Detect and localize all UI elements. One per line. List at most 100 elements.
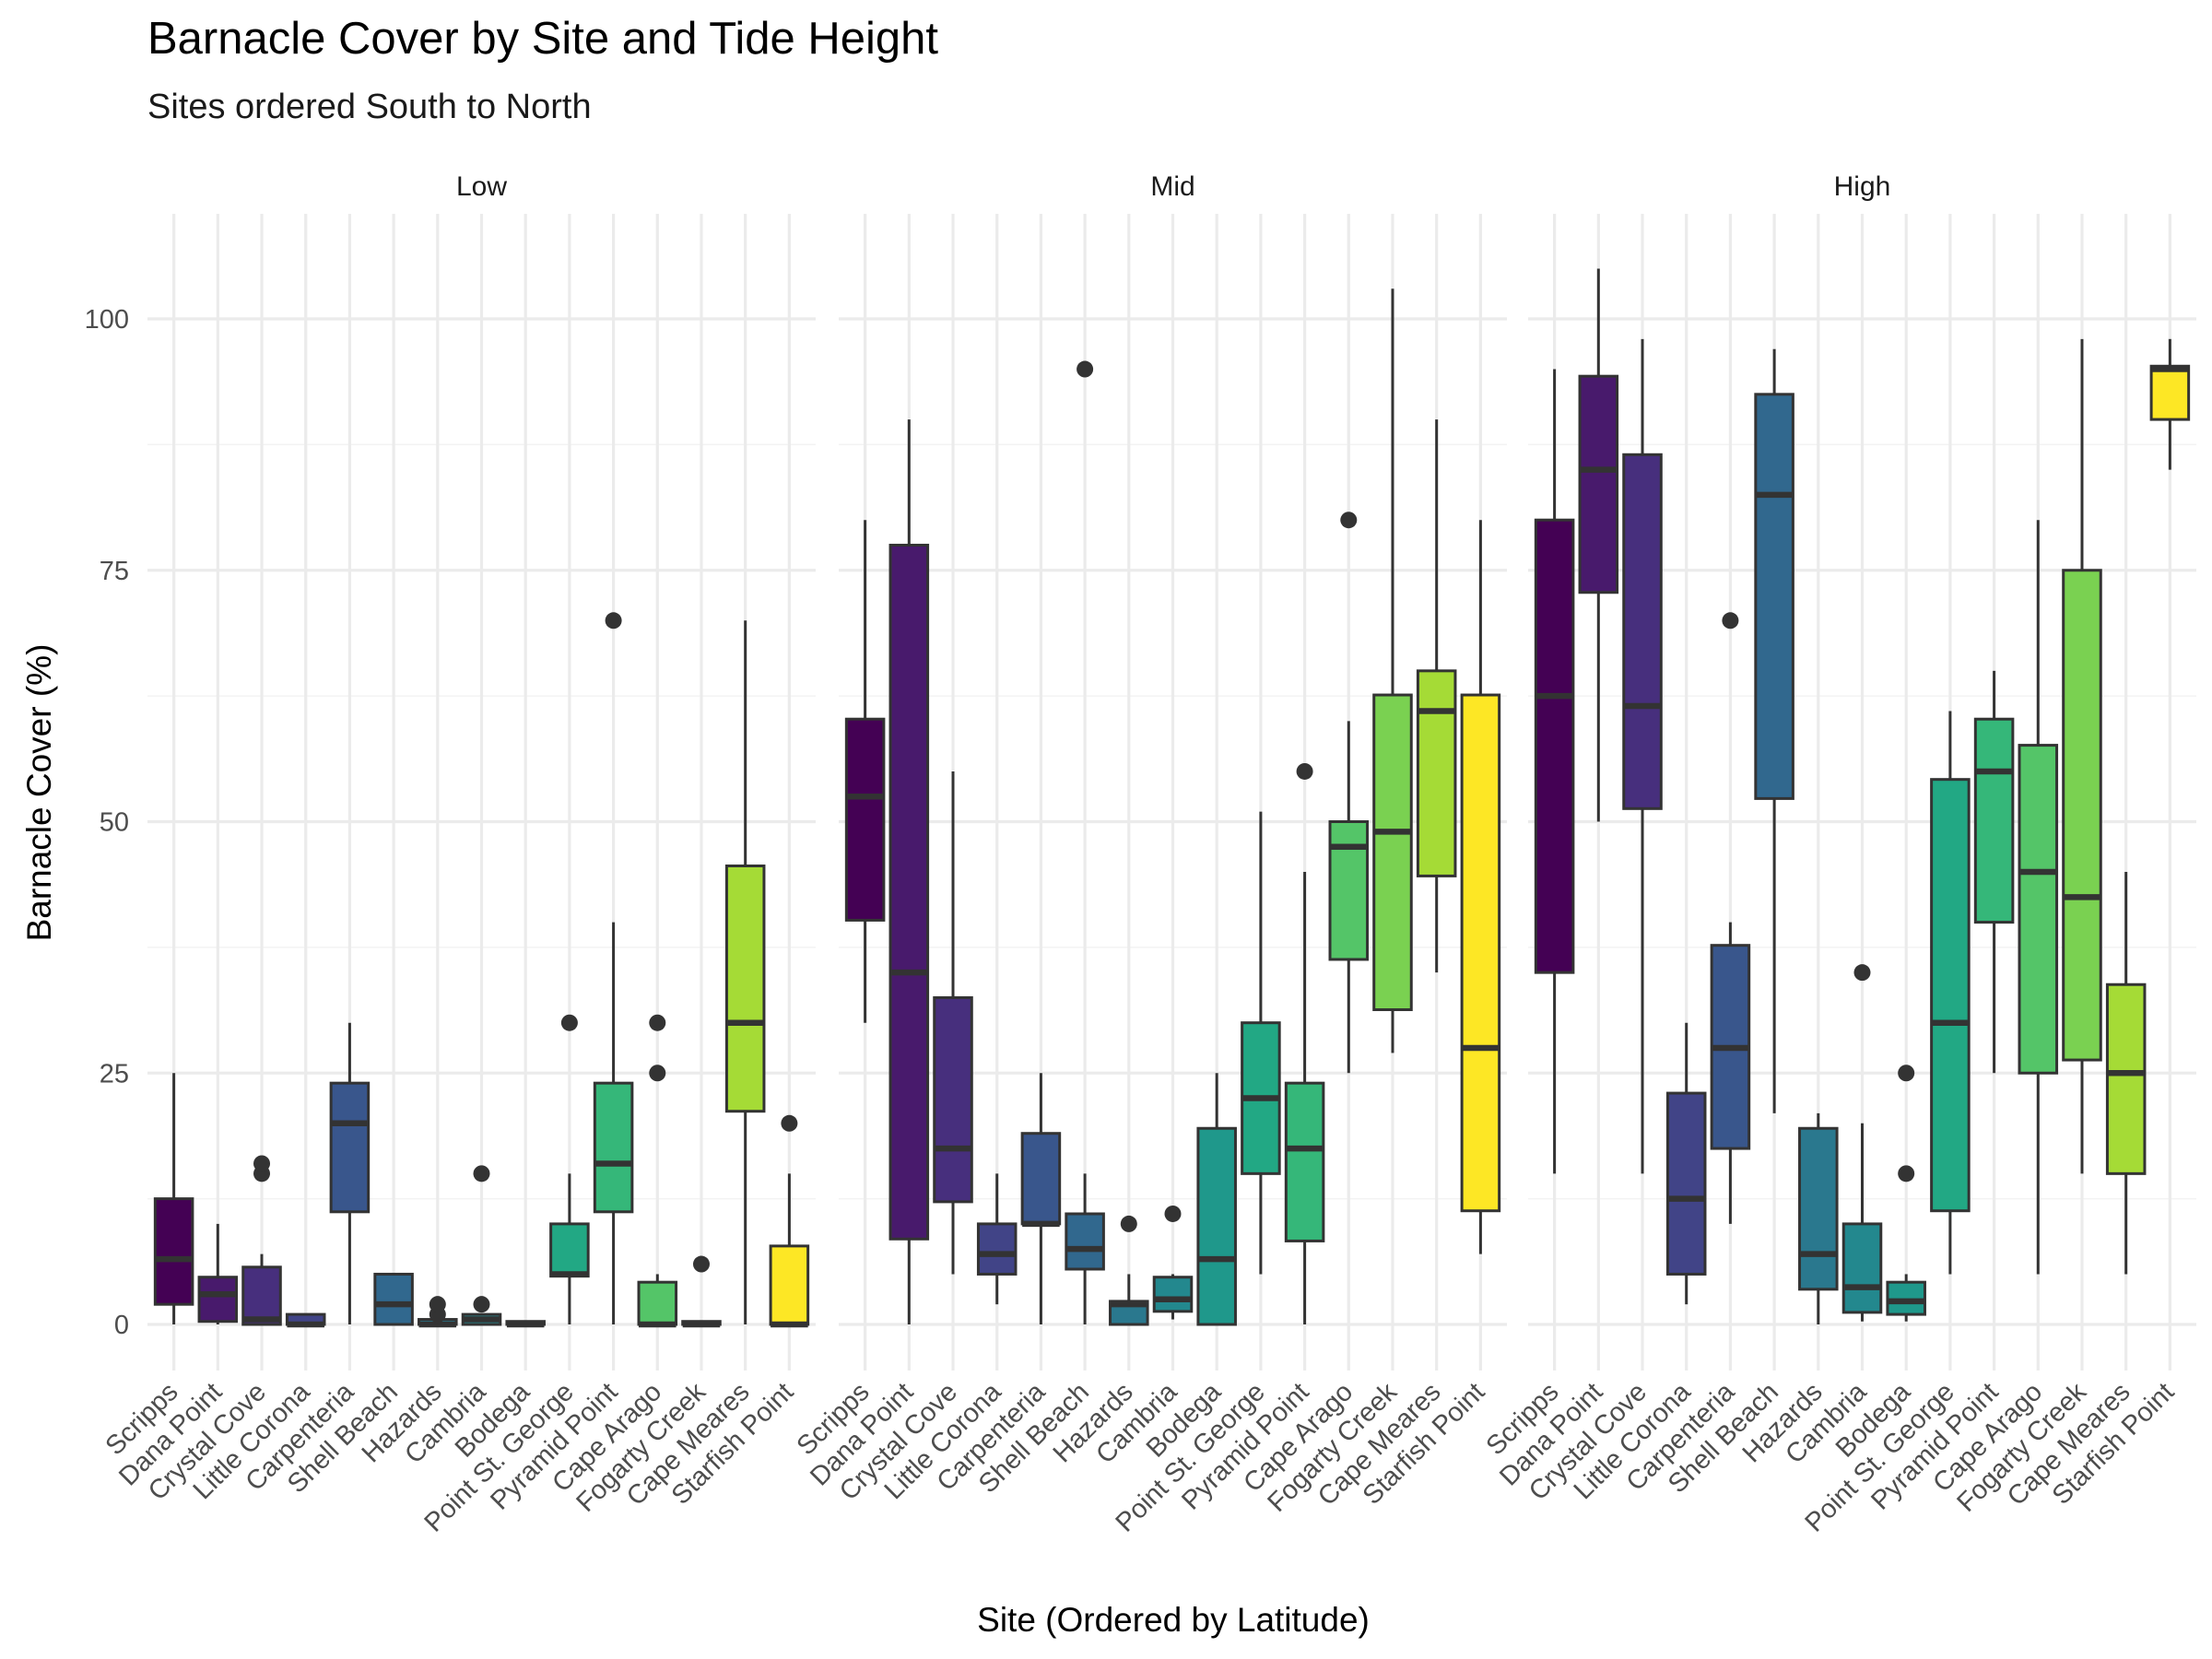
- box-body: [1578, 374, 1619, 594]
- box-body: [2062, 569, 2102, 1062]
- box-point-st-george: [1930, 711, 1971, 1275]
- box-fogarty-creek: [2062, 338, 2102, 1174]
- box-cape-arago: [1328, 512, 1370, 1074]
- chart-title: Barnacle Cover by Site and Tide Height: [147, 14, 938, 64]
- box-cape-meares: [1416, 419, 1457, 973]
- box-body: [1886, 1280, 1926, 1316]
- box-body: [2105, 982, 2147, 1175]
- chart-subtitle: Sites ordered South to North: [147, 88, 592, 126]
- box-dana-point: [888, 419, 930, 1324]
- box-body: [197, 1276, 239, 1324]
- outlier-point: [1898, 1165, 1915, 1182]
- box-body: [1284, 1081, 1325, 1242]
- box-cape-meares: [724, 620, 766, 1324]
- box-little-corona: [976, 1173, 1018, 1305]
- box-pyramid-point: [1284, 762, 1325, 1324]
- outlier-point: [692, 1255, 710, 1273]
- box-body: [2149, 364, 2191, 421]
- box-body: [1020, 1132, 1062, 1226]
- box-bodega: [1196, 1073, 1237, 1326]
- box-body: [1622, 453, 1663, 810]
- box-body: [1328, 820, 1370, 961]
- outlier-point: [1120, 1215, 1137, 1232]
- box-dana-point: [1578, 268, 1619, 822]
- box-body: [329, 1081, 371, 1214]
- box-cape-meares: [2105, 872, 2147, 1275]
- box-shell-beach: [373, 1272, 414, 1326]
- box-body: [769, 1244, 810, 1326]
- box-bodega: [505, 1320, 546, 1328]
- outlier-point: [1722, 612, 1739, 629]
- box-starfish-point: [769, 1114, 810, 1328]
- outlier-point: [473, 1296, 490, 1313]
- box-cambria: [461, 1165, 502, 1326]
- outlier-point: [1340, 512, 1358, 529]
- box-hazards: [1109, 1215, 1149, 1326]
- box-body: [1754, 393, 1794, 800]
- box-body: [1460, 693, 1501, 1213]
- outlier-point: [429, 1296, 446, 1313]
- box-little-corona: [1665, 1022, 1707, 1305]
- outlier-point: [1898, 1065, 1915, 1082]
- box-body: [1798, 1126, 1839, 1291]
- y-tick-label: 0: [114, 1311, 129, 1340]
- box-fogarty-creek: [681, 1255, 722, 1328]
- box-body: [1665, 1091, 1707, 1276]
- box-body: [1973, 717, 2015, 924]
- facet-strip-label: High: [1834, 171, 1891, 202]
- box-body: [724, 865, 766, 1113]
- box-body: [373, 1272, 414, 1326]
- box-scripps: [844, 520, 886, 1023]
- box-body: [1372, 693, 1413, 1012]
- facet-strip-label: Mid: [1150, 171, 1194, 202]
- box-body: [1534, 518, 1575, 974]
- outlier-point: [473, 1165, 490, 1182]
- outlier-point: [781, 1114, 798, 1132]
- box-crystal-cove: [241, 1155, 282, 1326]
- y-tick-label: 25: [100, 1059, 129, 1088]
- box-body: [888, 543, 930, 1241]
- box-fogarty-creek: [1372, 288, 1413, 1053]
- outlier-point: [1164, 1205, 1182, 1222]
- outlier-point: [560, 1014, 578, 1031]
- y-tick-label: 100: [85, 305, 129, 335]
- box-body: [1152, 1276, 1194, 1313]
- box-pyramid-point: [593, 612, 634, 1324]
- y-axis-title: Barnacle Cover (%): [20, 644, 58, 942]
- outlier-point: [253, 1155, 271, 1172]
- box-crystal-cove: [1622, 338, 1663, 1174]
- box-pyramid-point: [1973, 670, 2015, 1074]
- box-body: [2018, 744, 2059, 1075]
- box-body: [1930, 778, 1971, 1213]
- box-body: [549, 1222, 590, 1278]
- x-axis-title: Site (Ordered by Latitude): [977, 1601, 1370, 1639]
- box-point-st-george: [549, 1014, 590, 1324]
- box-cape-arago: [2018, 520, 2059, 1275]
- outlier-point: [605, 612, 622, 629]
- box-cape-arago: [637, 1014, 678, 1328]
- box-scripps: [1534, 369, 1575, 1174]
- box-cambria: [1841, 964, 1883, 1322]
- box-body: [241, 1265, 282, 1326]
- facet-strip-label: Low: [456, 171, 507, 202]
- box-body: [593, 1081, 634, 1214]
- box-body: [1416, 669, 1457, 877]
- box-dana-point: [197, 1223, 239, 1324]
- box-carpenteria: [329, 1022, 371, 1324]
- box-body: [844, 717, 886, 922]
- box-body: [1065, 1212, 1105, 1271]
- outlier-point: [649, 1065, 666, 1082]
- outlier-point: [1296, 762, 1313, 780]
- box-body: [637, 1280, 678, 1326]
- box-body: [1196, 1126, 1237, 1326]
- box-starfish-point: [2149, 338, 2191, 470]
- box-bodega: [1886, 1065, 1926, 1322]
- box-point-st-george: [1241, 811, 1281, 1275]
- box-scripps: [153, 1073, 194, 1324]
